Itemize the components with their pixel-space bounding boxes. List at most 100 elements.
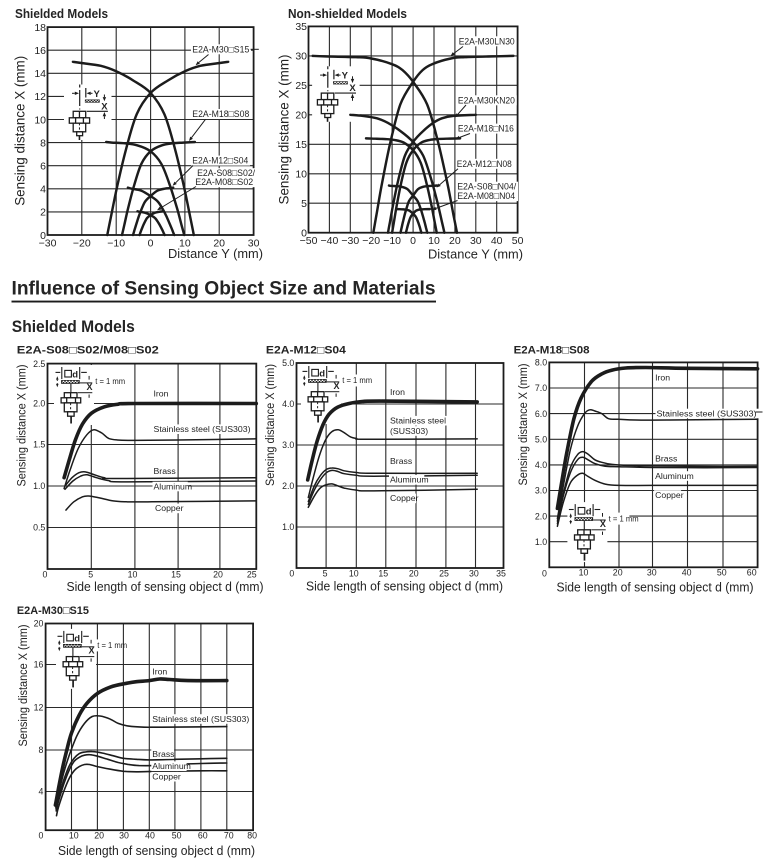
svg-text:15: 15 — [171, 569, 181, 579]
svg-text:30: 30 — [469, 568, 479, 578]
svg-text:Brass: Brass — [655, 454, 678, 464]
svg-text:40: 40 — [145, 831, 155, 841]
svg-text:8.0: 8.0 — [535, 358, 547, 368]
svg-text:4: 4 — [40, 184, 46, 196]
svg-text:X: X — [600, 519, 606, 529]
svg-text:E2A-M18□S08: E2A-M18□S08 — [514, 344, 590, 356]
svg-text:Sensing distance X (mm): Sensing distance X (mm) — [263, 364, 277, 486]
svg-text:Aluminum: Aluminum — [154, 481, 193, 491]
svg-text:Iron: Iron — [154, 389, 169, 399]
svg-text:7.0: 7.0 — [535, 383, 547, 393]
svg-text:Iron: Iron — [152, 667, 167, 677]
svg-text:Shielded Models: Shielded Models — [15, 6, 108, 21]
svg-text:Copper: Copper — [655, 490, 684, 500]
svg-text:Sensing distance X (mm): Sensing distance X (mm) — [13, 56, 28, 206]
svg-text:Iron: Iron — [655, 373, 670, 383]
svg-text:−40: −40 — [320, 235, 338, 247]
svg-text:Side length of sensing object: Side length of sensing object d (mm) — [67, 580, 264, 594]
svg-text:X: X — [89, 646, 95, 656]
svg-text:Iron: Iron — [390, 387, 405, 397]
svg-text:0: 0 — [40, 230, 46, 242]
svg-text:Sensing distance X (mm): Sensing distance X (mm) — [276, 55, 291, 205]
svg-text:−30: −30 — [341, 235, 359, 247]
svg-text:25: 25 — [247, 569, 257, 579]
svg-text:20: 20 — [295, 110, 307, 122]
svg-text:Stainless steel (SUS303): Stainless steel (SUS303) — [152, 714, 249, 724]
svg-text:E2A-M30LN30: E2A-M30LN30 — [459, 36, 515, 46]
svg-text:E2A-M18□S08: E2A-M18□S08 — [192, 109, 249, 119]
svg-text:0: 0 — [43, 569, 48, 579]
svg-text:6: 6 — [40, 161, 46, 173]
svg-text:2: 2 — [40, 207, 46, 219]
svg-text:E2A-S08□N04/: E2A-S08□N04/ — [457, 182, 516, 192]
svg-text:8: 8 — [38, 745, 43, 755]
svg-text:d: d — [586, 507, 592, 518]
svg-text:Stainless steel (SUS303): Stainless steel (SUS303) — [657, 408, 757, 418]
svg-text:Aluminum: Aluminum — [152, 761, 191, 771]
svg-text:1.0: 1.0 — [33, 481, 45, 491]
svg-text:2.5: 2.5 — [33, 359, 45, 369]
svg-text:30: 30 — [470, 235, 482, 247]
svg-text:Y: Y — [94, 89, 101, 100]
svg-text:d: d — [319, 368, 325, 379]
svg-text:E2A-M12□S04: E2A-M12□S04 — [192, 156, 248, 166]
svg-text:20: 20 — [449, 235, 461, 247]
svg-text:Brass: Brass — [390, 456, 413, 466]
svg-text:15: 15 — [378, 568, 388, 578]
svg-text:20: 20 — [613, 568, 623, 578]
svg-text:3.0: 3.0 — [282, 440, 294, 450]
svg-text:E2A-M30□S15: E2A-M30□S15 — [192, 44, 249, 54]
svg-text:18: 18 — [34, 22, 46, 34]
svg-text:20: 20 — [213, 238, 225, 250]
svg-text:Influence of Sensing Object Si: Influence of Sensing Object Size and Mat… — [12, 279, 436, 300]
svg-text:−30: −30 — [39, 238, 57, 250]
svg-text:E2A-M08□S02: E2A-M08□S02 — [195, 177, 253, 187]
svg-text:10: 10 — [349, 568, 359, 578]
svg-text:Aluminum: Aluminum — [390, 475, 429, 485]
svg-text:t = 1 mm: t = 1 mm — [609, 514, 639, 523]
svg-text:60: 60 — [198, 831, 208, 841]
svg-text:10: 10 — [428, 235, 440, 247]
svg-text:Stainless steel (SUS303): Stainless steel (SUS303) — [154, 424, 251, 434]
svg-text:2.0: 2.0 — [33, 399, 45, 409]
svg-text:1.5: 1.5 — [33, 440, 45, 450]
svg-text:40: 40 — [682, 568, 692, 578]
svg-text:d: d — [74, 633, 80, 644]
svg-text:10: 10 — [69, 831, 79, 841]
svg-text:E2A-S08□S02/: E2A-S08□S02/ — [197, 168, 255, 178]
svg-text:Brass: Brass — [152, 749, 175, 759]
svg-text:30: 30 — [119, 831, 129, 841]
svg-text:0: 0 — [542, 569, 547, 579]
svg-text:5: 5 — [301, 198, 307, 210]
svg-text:t = 1 mm: t = 1 mm — [342, 376, 372, 385]
svg-text:20: 20 — [213, 569, 223, 579]
svg-text:30: 30 — [248, 238, 260, 250]
svg-text:−10: −10 — [107, 238, 125, 250]
svg-text:Distance Y (mm): Distance Y (mm) — [168, 246, 263, 261]
svg-text:0.5: 0.5 — [33, 523, 45, 533]
svg-text:E2A-M12□S04: E2A-M12□S04 — [266, 344, 346, 356]
svg-text:80: 80 — [247, 831, 257, 841]
svg-text:E2A-M18□N16: E2A-M18□N16 — [458, 124, 514, 134]
svg-text:10: 10 — [295, 169, 307, 181]
svg-text:20: 20 — [94, 831, 104, 841]
svg-text:(SUS303): (SUS303) — [390, 426, 428, 436]
svg-text:0: 0 — [39, 831, 44, 841]
svg-text:6.0: 6.0 — [535, 409, 547, 419]
svg-text:10: 10 — [579, 568, 589, 578]
svg-text:X: X — [101, 101, 108, 112]
svg-text:Sensing distance X (mm): Sensing distance X (mm) — [16, 625, 30, 747]
svg-text:0: 0 — [148, 238, 154, 250]
svg-text:5.0: 5.0 — [535, 435, 547, 445]
svg-text:12: 12 — [34, 703, 44, 713]
svg-text:25: 25 — [439, 568, 449, 578]
svg-text:30: 30 — [295, 51, 307, 63]
svg-text:Copper: Copper — [390, 493, 419, 503]
svg-text:E2A-M08□N04: E2A-M08□N04 — [457, 191, 515, 201]
svg-text:30: 30 — [647, 568, 657, 578]
svg-text:E2A-M12□N08: E2A-M12□N08 — [457, 159, 512, 169]
svg-text:Sensing distance X (mm): Sensing distance X (mm) — [15, 365, 29, 487]
svg-text:60: 60 — [747, 568, 757, 578]
svg-text:50: 50 — [512, 235, 524, 247]
svg-text:d: d — [72, 369, 78, 380]
